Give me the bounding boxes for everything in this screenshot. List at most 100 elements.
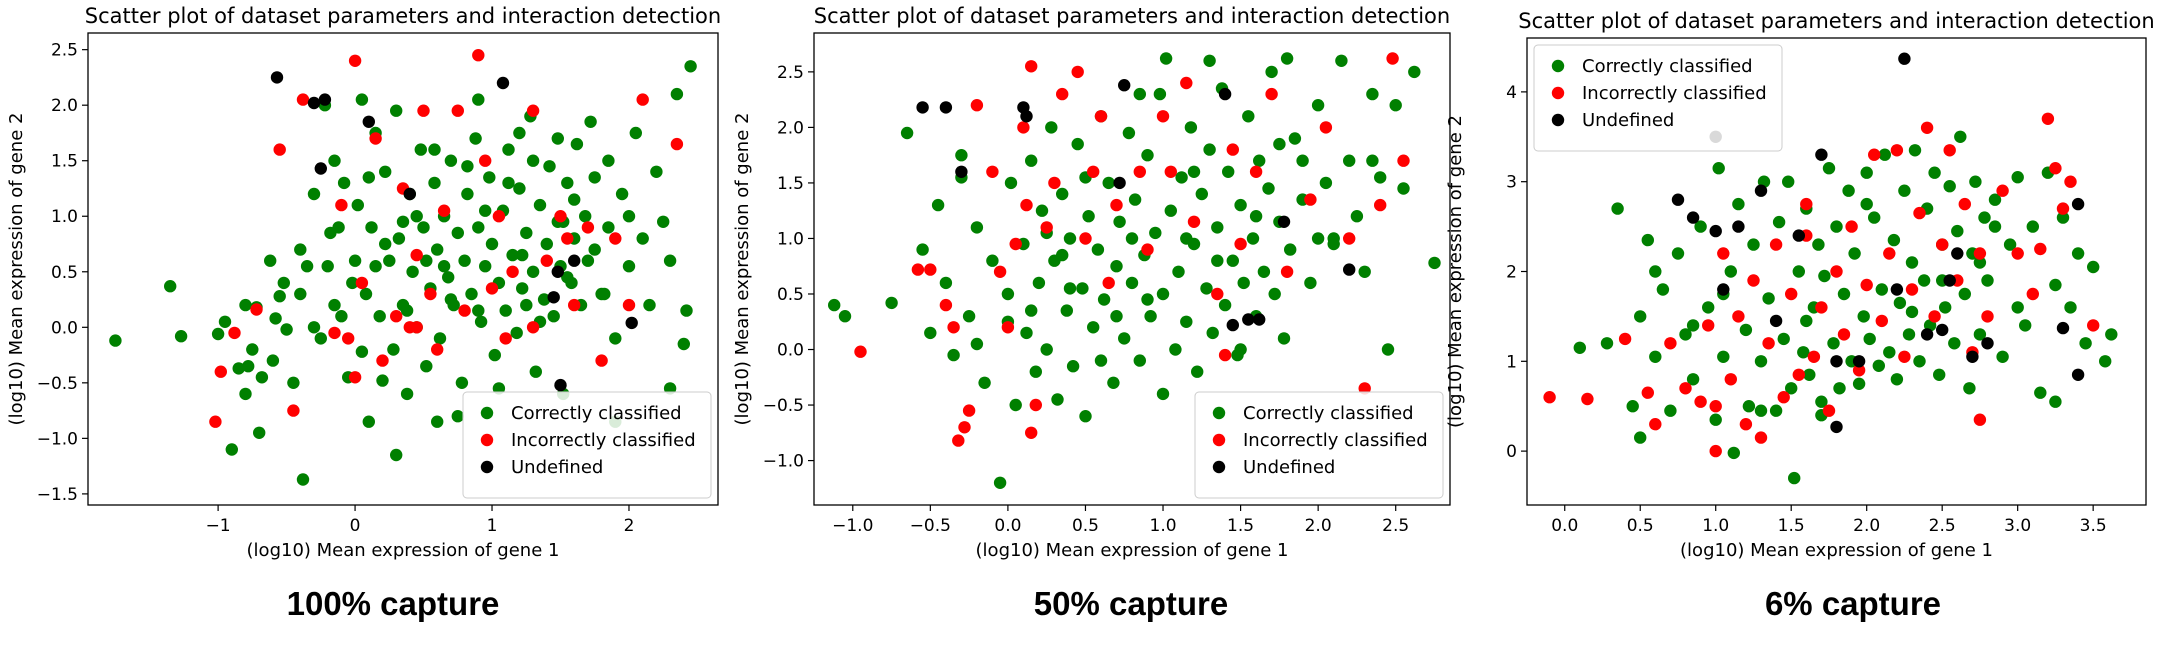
point-correct — [1366, 154, 1379, 167]
point-correct — [540, 237, 553, 251]
plot-frame — [813, 32, 1451, 506]
point-correct — [1626, 400, 1639, 413]
point-correct — [1978, 211, 1991, 224]
point-correct — [1004, 176, 1018, 190]
point-correct — [1358, 265, 1371, 278]
point-correct — [1374, 171, 1387, 184]
point-correct — [1842, 184, 1855, 197]
point-incorrect — [1280, 265, 1294, 278]
point-correct — [1397, 182, 1410, 195]
point-undefined — [1020, 110, 1033, 123]
legend-marker-incorrect — [480, 433, 494, 447]
point-incorrect — [1020, 198, 1033, 212]
point-correct — [529, 365, 542, 378]
point-correct — [1082, 210, 1095, 223]
point-correct — [1118, 332, 1131, 345]
y-tick-label: −0.5 — [763, 396, 804, 416]
point-incorrect — [1087, 165, 1100, 178]
point-correct — [581, 254, 595, 267]
point-incorrect — [1581, 392, 1594, 406]
point-incorrect — [2087, 319, 2100, 332]
point-correct — [1573, 341, 1587, 354]
point-correct — [1001, 287, 1015, 301]
point-correct — [1958, 287, 1972, 301]
point-correct — [588, 171, 601, 184]
point-undefined — [1671, 193, 1685, 206]
x-tick-label: −1.0 — [832, 516, 873, 536]
caption-100: 100% capture — [286, 585, 500, 622]
x-tick-label: 3.0 — [2004, 516, 2031, 536]
point-correct — [1988, 193, 2002, 206]
point-incorrect — [431, 343, 444, 356]
point-incorrect — [214, 365, 227, 378]
x-tick-label: 1.0 — [1150, 516, 1177, 536]
point-correct — [1428, 256, 1441, 270]
point-correct — [2003, 238, 2017, 251]
y-tick-label: 1 — [1506, 352, 1517, 372]
point-correct — [2049, 395, 2062, 408]
chart-title: Scatter plot of dataset parameters and i… — [814, 4, 1450, 28]
point-correct — [164, 280, 177, 293]
point-correct — [1905, 256, 1919, 269]
point-correct — [1253, 154, 1266, 167]
point-correct — [1875, 283, 1889, 296]
point-correct — [513, 182, 526, 195]
point-correct — [2019, 319, 2032, 332]
point-correct — [1943, 180, 1956, 193]
point-incorrect — [410, 248, 423, 262]
point-undefined — [1242, 313, 1255, 326]
point-incorrect — [1732, 310, 1745, 323]
point-correct — [469, 132, 482, 145]
point-correct — [1125, 276, 1139, 290]
point-incorrect — [1048, 176, 1061, 190]
point-correct — [1191, 365, 1204, 378]
point-correct — [516, 248, 529, 262]
point-incorrect — [939, 298, 953, 312]
point-incorrect — [328, 326, 341, 340]
point-incorrect — [962, 404, 976, 417]
point-undefined — [270, 71, 284, 84]
point-undefined — [496, 76, 510, 90]
point-incorrect — [1187, 215, 1201, 228]
point-undefined — [916, 101, 929, 114]
point-correct — [1664, 404, 1677, 417]
point-correct — [1908, 144, 1922, 157]
point-correct — [355, 93, 369, 106]
point-correct — [1156, 387, 1170, 401]
point-correct — [1149, 226, 1162, 240]
x-tick-label: 0 — [350, 516, 361, 536]
point-correct — [1954, 130, 1967, 143]
point-correct — [1905, 305, 1919, 319]
point-correct — [947, 348, 960, 362]
point-undefined — [955, 165, 968, 178]
point-incorrect — [472, 49, 485, 62]
x-tick-label: −0.5 — [910, 516, 951, 536]
point-incorrect — [451, 104, 464, 117]
x-axis-label: (log10) Mean expression of gene 1 — [976, 540, 1289, 561]
point-correct — [1782, 175, 1795, 188]
point-correct — [406, 265, 419, 278]
point-incorrect — [1943, 144, 1956, 157]
x-tick-label: 3.5 — [2080, 516, 2107, 536]
point-incorrect — [854, 345, 867, 358]
point-incorrect — [958, 421, 971, 434]
point-correct — [1133, 87, 1147, 101]
point-correct — [1902, 328, 1916, 341]
y-tick-label: 1.5 — [51, 152, 78, 172]
point-correct — [1076, 282, 1089, 295]
y-axis-label: (log10) Mean expression of gene 2 — [1445, 115, 1466, 428]
legend-label-undefined: Undefined — [1243, 457, 1335, 478]
point-undefined — [554, 378, 567, 392]
point-correct — [622, 210, 636, 223]
point-correct — [1777, 332, 1790, 346]
point-incorrect — [228, 326, 241, 340]
point-correct — [174, 330, 188, 343]
point-incorrect — [1852, 364, 1866, 377]
point-incorrect — [568, 298, 581, 312]
point-correct — [1860, 197, 1873, 211]
y-tick-label: 2 — [1506, 263, 1517, 283]
point-correct — [1702, 301, 1715, 314]
point-incorrect — [622, 298, 636, 312]
point-undefined — [1717, 283, 1730, 296]
y-tick-label: 4 — [1506, 83, 1517, 103]
